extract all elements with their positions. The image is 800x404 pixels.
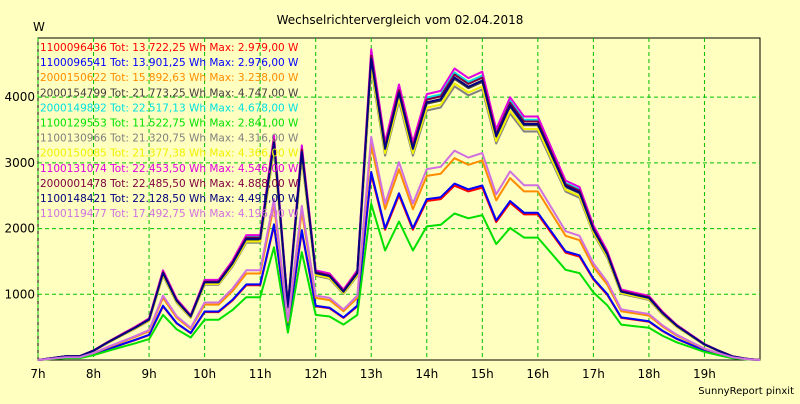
series-lines — [37, 48, 761, 361]
series-line-1100096541 — [37, 171, 761, 361]
x-tick-label: 11h — [249, 367, 272, 381]
y-axis-unit: W — [33, 20, 45, 34]
x-tick-label: 14h — [415, 367, 438, 381]
legend-entry-2000154799: 2000154799 Tot: 21.773,25 Wh Max: 4.747,… — [40, 87, 299, 99]
x-tick-label: 13h — [360, 367, 383, 381]
chart-title: Wechselrichtervergleich vom 02.04.2018 — [277, 13, 524, 27]
series-line-1100129553 — [37, 202, 761, 361]
legend-entry-2000150622: 2000150622 Tot: 15.892,63 Wh Max: 3.238,… — [40, 72, 299, 84]
legend-entry-1100130966: 1100130966 Tot: 21.320,75 Wh Max: 4.316,… — [40, 133, 299, 145]
y-tick-label: 4000 — [4, 90, 35, 104]
legend-entry-1100119477: 1100119477 Tot: 17.492,75 Wh Max: 4.196,… — [40, 208, 299, 220]
x-tick-label: 19h — [693, 367, 716, 381]
x-tick-label: 16h — [526, 367, 549, 381]
legend-entry-2000149892: 2000149892 Tot: 22.517,13 Wh Max: 4.678,… — [40, 102, 299, 114]
legend-entry-1100129553: 1100129553 Tot: 11.522,75 Wh Max: 2.841,… — [40, 118, 299, 130]
legend: 1100096436 Tot: 13.722,25 Wh Max: 2.979,… — [40, 42, 299, 220]
x-tick-label: 10h — [193, 367, 216, 381]
y-tick-label: 1000 — [4, 287, 35, 301]
x-tick-label: 7h — [30, 367, 45, 381]
legend-entry-2000150085: 2000150085 Tot: 21.377,38 Wh Max: 4.366,… — [40, 148, 299, 160]
y-tick-label: 3000 — [4, 156, 35, 170]
x-tick-label: 17h — [582, 367, 605, 381]
footer-credit: SunnyReport pinxit — [698, 386, 794, 397]
legend-entry-1100096436: 1100096436 Tot: 13.722,25 Wh Max: 2.979,… — [40, 42, 299, 54]
x-tick-label: 18h — [637, 367, 660, 381]
x-tick-label: 12h — [304, 367, 327, 381]
series-line-1100119477 — [37, 135, 761, 361]
series-line-1100148421 — [37, 57, 761, 361]
x-tick-label: 15h — [471, 367, 494, 381]
axes: 7h 8h 9h 10h 11h 12h 13h 14h 15h 16h 17h 18h 19h 1000… — [4, 90, 715, 381]
legend-entry-1100096541: 1100096541 Tot: 13.901,25 Wh Max: 2.976,… — [40, 57, 299, 69]
legend-entry-1100131074: 1100131074 Tot: 22.453,50 Wh Max: 4.546,… — [40, 163, 299, 175]
legend-entry-2000001478: 2000001478 Tot: 22.485,50 Wh Max: 4.888,… — [40, 178, 299, 190]
x-tick-label: 8h — [86, 367, 101, 381]
y-tick-label: 2000 — [4, 222, 35, 236]
legend-entry-1100148421: 1100148421 Tot: 22.128,50 Wh Max: 4.491,… — [40, 193, 299, 205]
x-tick-label: 9h — [141, 367, 156, 381]
